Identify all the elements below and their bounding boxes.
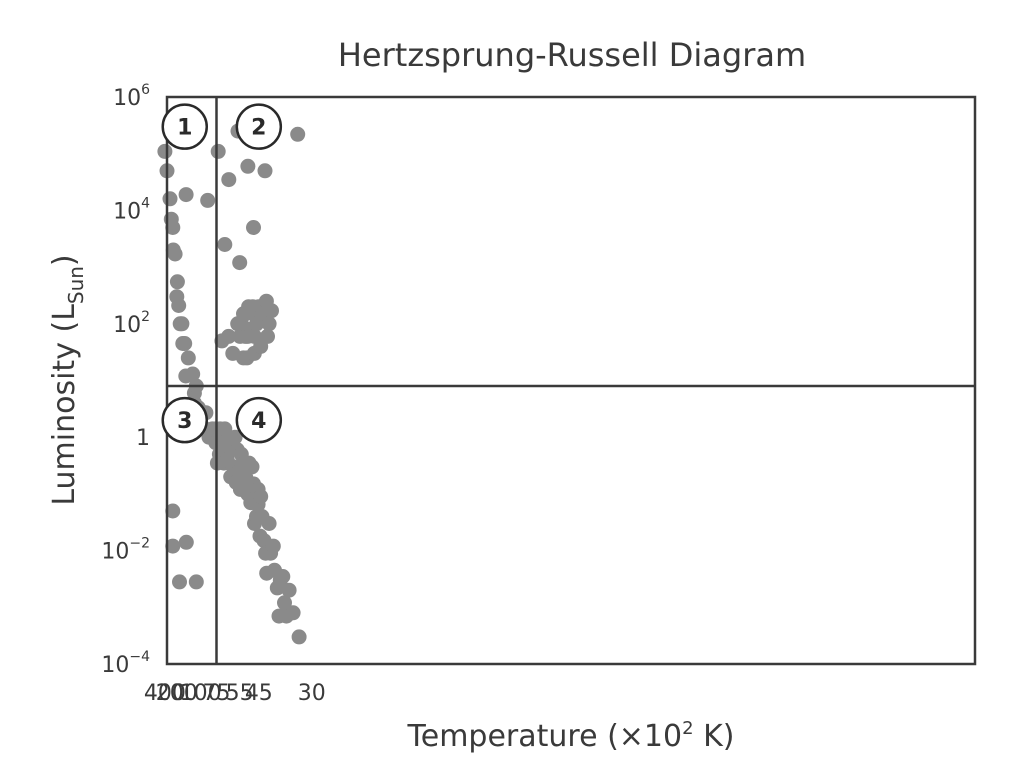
star-point bbox=[285, 605, 301, 621]
star-point bbox=[277, 595, 292, 611]
star-point bbox=[246, 220, 261, 235]
star-point bbox=[174, 316, 190, 332]
x-tick-label: 200 bbox=[156, 681, 198, 706]
quadrant-number: 4 bbox=[251, 409, 266, 434]
y-tick-label: 102 bbox=[113, 309, 150, 338]
y-tick-label: 1 bbox=[136, 426, 150, 451]
star-point bbox=[217, 237, 233, 252]
star-point bbox=[264, 303, 279, 319]
star-point bbox=[227, 429, 243, 445]
x-axis-label: Temperature (×102 K) bbox=[407, 718, 735, 754]
star-point bbox=[165, 503, 181, 519]
star-point bbox=[232, 255, 248, 271]
chart-title: Hertzsprung-Russell Diagram bbox=[338, 36, 806, 74]
star-point bbox=[180, 350, 196, 366]
star-point bbox=[188, 574, 204, 590]
star-point bbox=[169, 274, 185, 290]
star-point bbox=[221, 172, 237, 188]
y-tick-label: 104 bbox=[113, 195, 150, 224]
y-axis-label: Luminosity (LSun) bbox=[47, 254, 88, 505]
star-point bbox=[260, 328, 275, 344]
data-points bbox=[157, 123, 307, 645]
y-axis-label-subscript: Sun bbox=[64, 266, 88, 304]
y-tick-label: 10−4 bbox=[101, 649, 150, 678]
x-tick-label: 55 bbox=[226, 681, 254, 706]
star-point bbox=[253, 489, 269, 504]
quadrant-badge-circle bbox=[161, 396, 208, 444]
star-point bbox=[165, 538, 181, 554]
star-point bbox=[281, 582, 297, 598]
quadrant-number: 2 bbox=[251, 116, 266, 141]
star-point bbox=[244, 459, 260, 475]
quadrant-badge-circle bbox=[235, 396, 283, 444]
star-point bbox=[275, 569, 291, 584]
star-point bbox=[167, 246, 183, 262]
quadrant-badge-circle bbox=[235, 103, 283, 150]
star-point bbox=[171, 298, 187, 313]
star-point bbox=[210, 143, 226, 159]
star-point bbox=[221, 328, 237, 344]
quadrant-1-badge: 1 bbox=[161, 103, 208, 150]
star-point bbox=[265, 538, 281, 554]
star-point bbox=[162, 191, 178, 207]
star-point bbox=[261, 516, 277, 531]
star-point bbox=[290, 126, 306, 142]
star-point bbox=[178, 187, 194, 203]
star-point bbox=[291, 629, 307, 645]
quadrant-2-badge: 2 bbox=[235, 103, 283, 150]
x-tick-label: 30 bbox=[298, 681, 326, 706]
star-point bbox=[240, 158, 256, 174]
star-point bbox=[178, 534, 194, 550]
star-point bbox=[165, 220, 181, 235]
star-point bbox=[177, 336, 193, 351]
star-point bbox=[172, 574, 187, 590]
y-axis-ticks: 106 104 102 1 10−2 10−4 bbox=[101, 82, 150, 678]
y-axis-label-main: Luminosity (L bbox=[47, 304, 82, 506]
y-tick-label: 106 bbox=[113, 82, 150, 111]
x-axis-label-exponent: 2 bbox=[682, 718, 693, 739]
star-point bbox=[200, 192, 216, 208]
x-axis-label-main: Temperature ( bbox=[407, 719, 619, 754]
x-axis-label-unit: K) bbox=[694, 719, 735, 754]
y-axis-label-close: ) bbox=[47, 254, 82, 266]
quadrant-labels: 1 2 3 4 bbox=[161, 103, 283, 444]
quadrant-number: 1 bbox=[177, 116, 192, 141]
star-point bbox=[185, 366, 201, 382]
quadrant-3-badge: 3 bbox=[161, 396, 208, 444]
star-point bbox=[157, 143, 173, 159]
quadrant-number: 3 bbox=[177, 409, 192, 434]
star-point bbox=[225, 345, 241, 361]
quadrant-badge-circle bbox=[161, 103, 208, 150]
x-tick-label: 100 bbox=[180, 681, 222, 706]
x-tick-label: 400 bbox=[144, 681, 186, 706]
plot-frame bbox=[165, 95, 977, 666]
star-point bbox=[257, 163, 273, 179]
x-tick-label: 75 bbox=[202, 681, 230, 706]
x-axis-label-multiplier: ×10 bbox=[619, 719, 682, 754]
quadrant-4-badge: 4 bbox=[235, 396, 283, 444]
x-tick-label: 45 bbox=[245, 681, 273, 706]
y-tick-label: 10−2 bbox=[101, 536, 150, 565]
star-point bbox=[261, 316, 277, 332]
